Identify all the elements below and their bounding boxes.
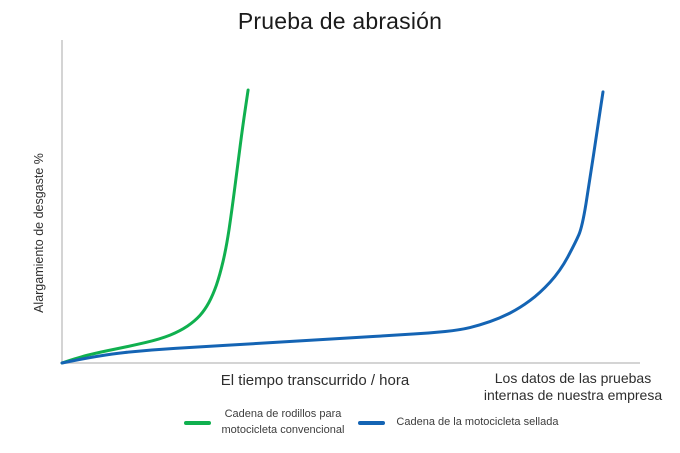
series-line-conventional-chain xyxy=(60,88,250,365)
legend-swatch-blue xyxy=(358,420,386,425)
data-source-note-line2: internas de nuestra empresa xyxy=(483,386,663,403)
data-source-note: Los datos de las pruebas internas de nue… xyxy=(458,370,680,403)
legend-item-sealed-chain: Cadena de la motocicleta sellada xyxy=(358,415,558,431)
legend-label-sealed-chain: Cadena de la motocicleta sellada xyxy=(396,415,559,428)
x-axis-label: El tiempo transcurrido / hora xyxy=(220,372,410,389)
legend: Cadena de rodillos para motocicleta conv… xyxy=(62,407,680,439)
data-source-note-line1: Los datos de las pruebas xyxy=(494,370,652,386)
series-line-sealed-chain xyxy=(60,90,605,365)
legend-item-conventional-chain: Cadena de rodillos para motocicleta conv… xyxy=(183,407,345,439)
legend-swatch-green xyxy=(183,420,211,425)
chart-title: Prueba de abrasión xyxy=(237,8,443,34)
legend-label-conventional-chain: Cadena de rodillos para motocicleta conv… xyxy=(221,408,345,436)
